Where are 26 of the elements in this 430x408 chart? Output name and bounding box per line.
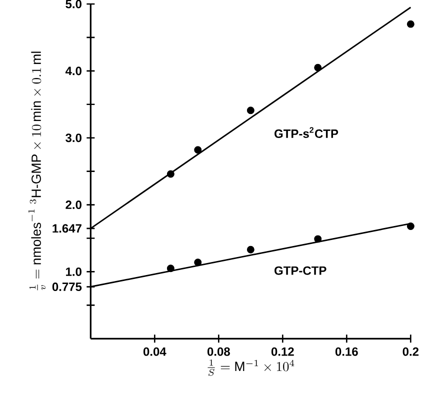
y-tick-label: 4.0 (65, 66, 82, 76)
point (406, 20, 414, 28)
text: GTP-CTP (274, 266, 326, 275)
y-tick-label: 3.0 (66, 134, 82, 142)
y-tick-label: 1.0 (66, 267, 82, 276)
point (194, 146, 202, 154)
x-tick-label: 0.12 (271, 347, 294, 356)
x-tick-label: 0.16 (335, 347, 358, 356)
y-tick-label: 1.647 (52, 224, 82, 233)
point (246, 106, 254, 114)
y-tick-label: 2.0 (66, 200, 82, 210)
text: GTP-s$^{2}$CTP (274, 127, 338, 138)
point (246, 246, 254, 254)
point (406, 222, 414, 230)
y-tick-label: 0.775 (52, 282, 82, 292)
point (314, 64, 322, 72)
x-tick-label: 0.2 (402, 347, 419, 356)
point (166, 264, 174, 272)
x-tick-label: 0.08 (207, 347, 230, 356)
point (194, 258, 202, 266)
x-tick-label: 0.04 (143, 347, 166, 356)
point (166, 170, 174, 178)
point (314, 235, 322, 243)
y-tick-label: 5.0 (66, 0, 82, 8)
x-axis-title: $\frac{1}{S}=\mathrm{M}^{-1}\times 10^{4}$ (208, 360, 294, 376)
y-axis-title: $\frac{1}{v}=\mathrm{nmoles}^{-1}\;{}^{3}\mathrm{H{\mbox{-}}GMP}\times 10\,\mathrm{min}\times 0.1\,\mathrm{ml}$ (28, 52, 46, 290)
